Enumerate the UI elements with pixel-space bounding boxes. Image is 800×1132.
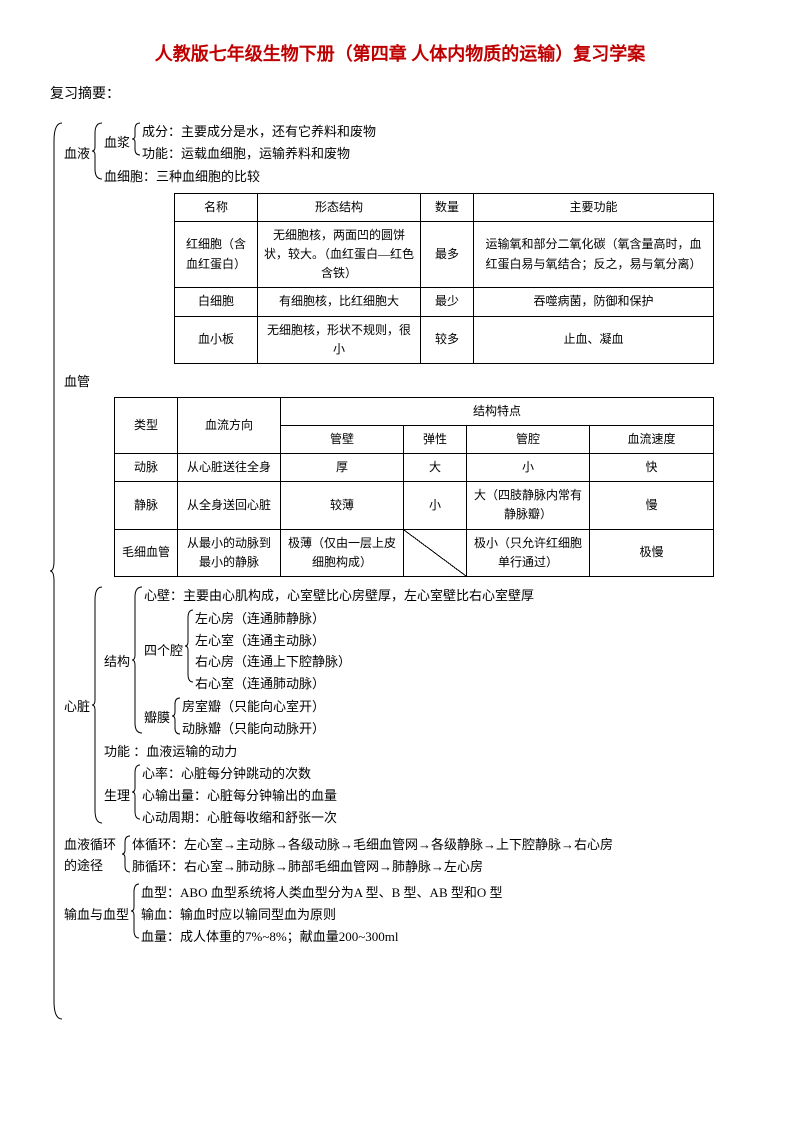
blood-cells-label: 血细胞：三种血细胞的比较 — [104, 167, 750, 188]
v-r1c0: 静脉 — [115, 482, 178, 529]
heart-label: 心脏 — [64, 585, 92, 830]
blood-cells-table: 名称 形态结构 数量 主要功能 红细胞（含血红蛋白） 无细胞核，两面凹的圆饼状，… — [174, 193, 714, 364]
bc-r0c2: 最多 — [421, 221, 474, 288]
trans-1: 输血：输血时应以输同型血为原则 — [141, 905, 503, 926]
vessels-label: 血管 — [64, 372, 750, 393]
main-brace — [50, 121, 64, 1021]
v-r0c5: 快 — [590, 454, 714, 482]
v-h0: 类型 — [115, 397, 178, 453]
physio-2: 心动周期：心脏每收缩和舒张一次 — [142, 808, 337, 829]
v-r2c0: 毛细血管 — [115, 529, 178, 576]
bc-h3: 主要功能 — [474, 193, 714, 221]
vessels-table: 类型 血流方向 结构特点 管壁 弹性 管腔 血流速度 动脉 从心脏送往全身 厚 … — [114, 397, 714, 577]
bc-h1: 形态结构 — [258, 193, 421, 221]
transfusion-label: 输血与血型 — [64, 882, 131, 948]
subtitle: 复习摘要： — [50, 84, 750, 106]
bc-r1c3: 吞噬病菌，防御和保护 — [474, 288, 714, 316]
physio-0: 心率：心脏每分钟跳动的次数 — [142, 764, 337, 785]
heart-structure-label: 结构 — [104, 585, 132, 741]
bc-r2c2: 较多 — [421, 316, 474, 363]
plasma-label: 血浆 — [104, 121, 132, 166]
trans-2: 血量：成人体重的7%~8%；献血量200~300ml — [141, 927, 503, 948]
v-r0c2: 厚 — [281, 454, 404, 482]
valve-0: 房室瓣（只能向心室开） — [182, 697, 325, 718]
bc-r0c1: 无细胞核，两面凹的圆饼状，较大。（血红蛋白—红色含铁） — [258, 221, 421, 288]
outline-tree: 血液 血浆 成分：主要成分是水，还有它养料和废物 功能：运载血细胞，运输养料和废… — [50, 121, 750, 1021]
heart-wall: 心壁：主要由心肌构成，心室壁比心房壁厚，左心室壁比右心室壁厚 — [144, 586, 534, 607]
valve-1: 动脉瓣（只能向动脉开） — [182, 719, 325, 740]
bc-h2: 数量 — [421, 193, 474, 221]
plasma-function: 功能：运载血细胞，运输养料和废物 — [142, 144, 376, 165]
bc-r1c0: 白细胞 — [175, 288, 258, 316]
plasma-composition: 成分：主要成分是水，还有它养料和废物 — [142, 122, 376, 143]
bc-r0c3: 运输氧和部分二氧化碳（氧含量高时，血红蛋白易与氧结合；反之，易与氧分离） — [474, 221, 714, 288]
bc-r2c0: 血小板 — [175, 316, 258, 363]
v-sh0: 管壁 — [281, 425, 404, 453]
v-h2: 结构特点 — [281, 397, 714, 425]
v-r2c5: 极慢 — [590, 529, 714, 576]
v-r2c1: 从最小的动脉到最小的静脉 — [178, 529, 281, 576]
v-sh1: 弹性 — [404, 425, 467, 453]
bc-r2c1: 无细胞核，形状不规则，很小 — [258, 316, 421, 363]
bc-r1c2: 最少 — [421, 288, 474, 316]
v-r0c1: 从心脏送往全身 — [178, 454, 281, 482]
bc-r0c0: 红细胞（含血红蛋白） — [175, 221, 258, 288]
v-r1c3: 小 — [404, 482, 467, 529]
pulmonary-circ: 肺循环：右心室→肺动脉→肺部毛细血管网→肺静脉→左心房 — [132, 857, 613, 878]
bc-h0: 名称 — [175, 193, 258, 221]
v-sh3: 血流速度 — [590, 425, 714, 453]
v-r2c4: 极小（只允许红细胞单行通过） — [467, 529, 590, 576]
v-r1c5: 慢 — [590, 482, 714, 529]
chambers-label: 四个腔 — [144, 608, 185, 696]
circulation-label: 血液循环的途径 — [64, 834, 122, 879]
v-r2c3-diagonal — [404, 529, 467, 576]
chamber-1: 左心室（连通主动脉） — [195, 631, 351, 652]
v-sh2: 管腔 — [467, 425, 590, 453]
chamber-0: 左心房（连通肺静脉） — [195, 609, 351, 630]
v-r2c2: 极薄（仅由一层上皮细胞构成） — [281, 529, 404, 576]
systemic-circ: 体循环：左心室→主动脉→各级动脉→毛细血管网→各级静脉→上下腔静脉→右心房 — [132, 835, 613, 856]
bc-r1c1: 有细胞核，比红细胞大 — [258, 288, 421, 316]
trans-0: 血型：ABO 血型系统将人类血型分为A 型、B 型、AB 型和O 型 — [141, 883, 503, 904]
physio-1: 心输出量：心脏每分钟输出的血量 — [142, 786, 337, 807]
v-r1c2: 较薄 — [281, 482, 404, 529]
blood-label: 血液 — [64, 121, 92, 188]
page-title: 人教版七年级生物下册（第四章 人体内物质的运输）复习学案 — [50, 40, 750, 69]
valves-label: 瓣膜 — [144, 696, 172, 741]
v-r0c4: 小 — [467, 454, 590, 482]
v-r0c3: 大 — [404, 454, 467, 482]
v-h1: 血流方向 — [178, 397, 281, 453]
chamber-3: 右心室（连通肺动脉） — [195, 674, 351, 695]
v-r0c0: 动脉 — [115, 454, 178, 482]
chamber-2: 右心房（连通上下腔静脉） — [195, 652, 351, 673]
v-r1c1: 从全身送回心脏 — [178, 482, 281, 529]
bc-r2c3: 止血、凝血 — [474, 316, 714, 363]
v-r1c4: 大（四肢静脉内常有静脉瓣） — [467, 482, 590, 529]
physio-label: 生理 — [104, 763, 132, 829]
heart-function: 功能 ：血液运输的动力 — [104, 742, 750, 763]
